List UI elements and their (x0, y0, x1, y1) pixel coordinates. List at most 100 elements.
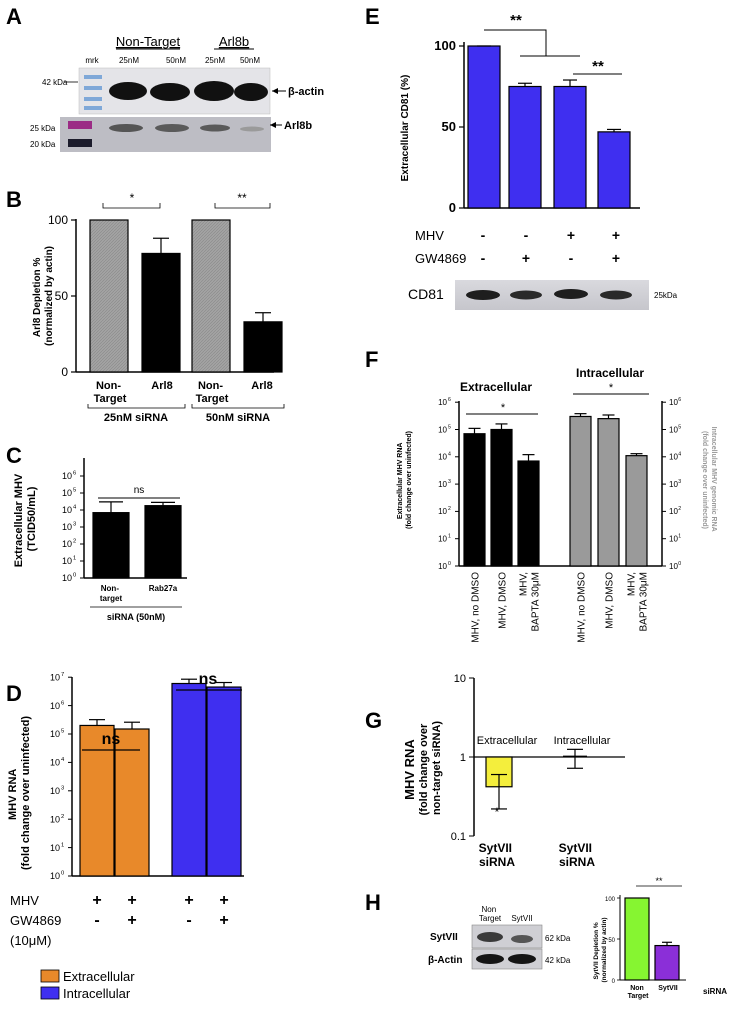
condition-sign: + (92, 892, 101, 909)
y-tick-label: 0 (61, 365, 68, 379)
y-tick-exponent: 1 (678, 534, 681, 540)
y-tick-label: 10 (62, 556, 72, 566)
bar (569, 415, 592, 567)
lane-label: 25nM (119, 56, 139, 65)
x-tick-label: Arl8 (151, 380, 172, 392)
y-tick-label: 10 (438, 425, 447, 434)
y-tick-label: 10 (438, 453, 447, 462)
significance-marker: * (130, 191, 135, 205)
x-tick-label: MHV,BAPTA 30μM (519, 572, 542, 632)
y-tick-label: 10 (50, 871, 60, 881)
x-tick-label-line: Non- (198, 380, 223, 392)
bar (243, 321, 283, 373)
y-tick-label: 10 (669, 453, 678, 462)
y-tick-exponent: 2 (448, 506, 451, 512)
bars-group (463, 413, 648, 567)
condition-sign: + (184, 892, 193, 909)
y-tick-exponent: 6 (61, 700, 64, 706)
x-tick-label-line: MHV, no DMSO (471, 572, 482, 643)
x-tick-label-line: Non- (96, 380, 121, 392)
group-label: siRNA (50nM) (107, 612, 165, 622)
y-tick-exponent: 5 (448, 424, 451, 430)
lane-label: 50nM (166, 56, 186, 65)
bars-group (89, 219, 283, 373)
significance-marker: ns (102, 731, 121, 748)
y-tick-label: 10 (50, 814, 60, 824)
bar (490, 428, 513, 567)
x-tick-label: MHV, DMSO (605, 572, 616, 629)
x-tick-label-line: MHV, DMSO (605, 572, 616, 629)
legend-swatch-extracellular (40, 969, 60, 983)
bar (597, 131, 631, 209)
y-tick-label: 10 (62, 488, 72, 498)
bar (654, 944, 680, 981)
significance-marker: * (501, 402, 506, 414)
panel-b: B Arl8 Depletion % (normalized by actin)… (6, 187, 285, 424)
bar (141, 252, 181, 373)
lane-label-mrk: mrk (85, 56, 99, 65)
bar (92, 512, 130, 579)
x-tick-label-line: Target (628, 993, 650, 1000)
y-axis-label: MHV RNA (fold change over non-target siR… (402, 721, 443, 816)
y-axis-label-line: Intracellular MHV genomic RNA (710, 427, 717, 532)
x-tick-label-line: siRNA (559, 855, 595, 869)
y-ticks: 0.1 1 10 (451, 673, 474, 843)
significance-marker: * (609, 382, 614, 394)
y-tick-label: 10 (669, 562, 678, 571)
bar (553, 85, 587, 209)
row-label-mhv: MHV (415, 228, 444, 243)
y-axis-label-line: (fold change over (418, 723, 430, 815)
y-tick-label: 100 (605, 897, 616, 903)
y-tick-label: 10 (454, 673, 466, 685)
condition-sign: + (127, 892, 136, 909)
lane-label-line: Target (479, 914, 502, 923)
x-tick-label: Arl8 (251, 380, 272, 392)
condition-sign: + (612, 227, 620, 243)
condition-sign: - (186, 912, 191, 929)
group-label-nontarget: Non-Target (116, 34, 181, 49)
y-tick-label: 10 (50, 758, 60, 768)
condition-sign: + (567, 227, 575, 243)
lane-label: 25nM (205, 56, 225, 65)
siRNA-label: siRNA (703, 987, 727, 996)
panel-letter-c: C (6, 443, 22, 468)
y-tick-label: 10 (50, 729, 60, 739)
x-tick-label: MHV, DMSO (498, 572, 509, 629)
y-tick-exponent: 1 (73, 556, 76, 562)
y-tick-label: 10 (438, 480, 447, 489)
y-tick-label: 10 (62, 573, 72, 583)
y-tick-label: 10 (669, 398, 678, 407)
significance-marker: ** (237, 191, 247, 205)
bar (597, 418, 620, 567)
x-tick-label-line: Target (196, 393, 229, 405)
bar (625, 455, 648, 567)
condition-sign: - (481, 227, 486, 243)
lane-label-line: Non (482, 905, 497, 914)
y-tick-exponent: 5 (73, 488, 76, 494)
lane-label: Non Target (479, 905, 502, 923)
bar (171, 682, 207, 877)
significance-marker: ** (510, 12, 522, 29)
bar (206, 686, 242, 877)
condition-sign: - (94, 912, 99, 929)
bars-group (79, 678, 242, 877)
panel-letter-e: E (365, 4, 380, 29)
y-tick-label: 10 (669, 480, 678, 489)
y-tick-label: 10 (50, 701, 60, 711)
x-tick-label-line: MHV, (519, 572, 530, 596)
x-tick-label: MHV,BAPTA 30μM (627, 572, 650, 632)
y-tick-exponent: 1 (61, 842, 64, 848)
group-label: 25nM siRNA (104, 412, 168, 424)
panel-letter-b: B (6, 187, 22, 212)
y-axis-label: SytVII Depletion % (normalized by actin) (593, 917, 608, 982)
band-label-actin: β-Actin (428, 955, 462, 966)
kda-label: 42 kDa (42, 78, 68, 87)
y-tick-exponent: 4 (73, 505, 77, 511)
y-tick-label: 0.1 (451, 831, 466, 843)
y-axis-label: Arl8 Depletion % (normalized by actin) (32, 246, 55, 346)
kda-label: 25 kDa (30, 124, 56, 133)
y-tick-exponent: 6 (678, 397, 681, 403)
x-tick-label-line: Target (94, 393, 127, 405)
row-label-mhv: MHV (10, 893, 39, 908)
